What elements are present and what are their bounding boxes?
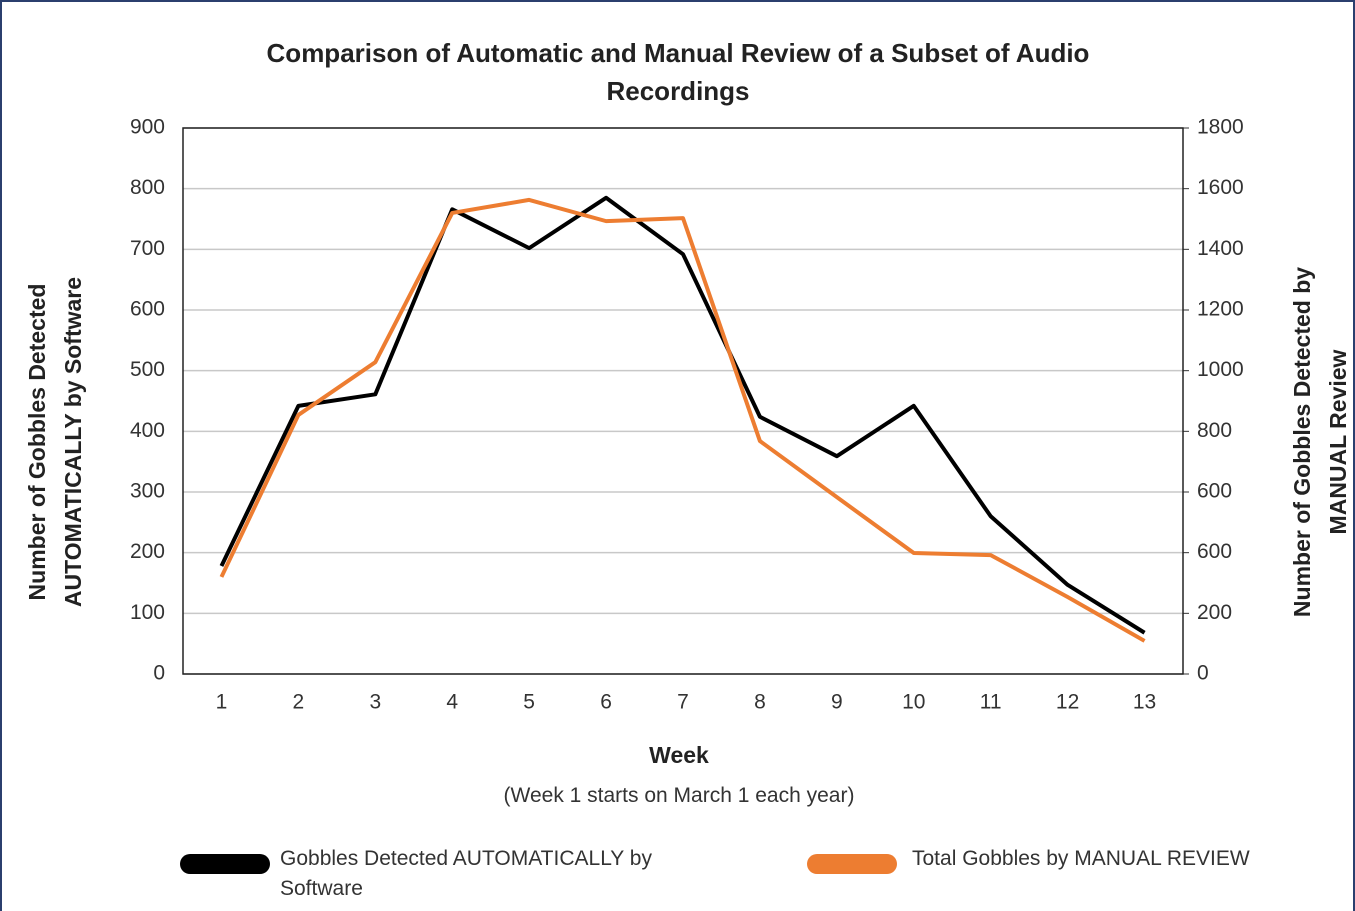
- y2-tick-label: 800: [1197, 419, 1232, 442]
- y2-tick-label: 1200: [1197, 298, 1244, 321]
- x-tick-label: 2: [293, 691, 305, 714]
- x-tick-label: 1: [216, 691, 228, 714]
- y-tick-label: 800: [130, 176, 165, 199]
- y-tick-label: 900: [130, 116, 165, 139]
- x-tick-label: 4: [446, 691, 458, 714]
- y-tick-label: 400: [130, 419, 165, 442]
- x-tick-label: 8: [754, 691, 766, 714]
- x-tick-label: 11: [980, 691, 1002, 714]
- y2-tick-label: 1600: [1197, 176, 1244, 199]
- y-tick-label: 600: [130, 298, 165, 321]
- series-line: [219, 195, 1146, 635]
- y-axis-title: Number of Gobbles Detected AUTOMATICALLY…: [24, 276, 86, 608]
- plot-frame: [182, 127, 1184, 675]
- y2-tick-label: 1400: [1197, 237, 1244, 260]
- legend-swatch: [807, 854, 897, 874]
- chart-title: Comparison of Automatic and Manual Revie…: [266, 38, 1090, 106]
- x-tick-label: 7: [677, 691, 689, 714]
- x-tick-label: 5: [523, 691, 535, 714]
- y-tick-label: 700: [130, 237, 165, 260]
- x-axis-title: Week: [649, 742, 709, 768]
- x-tick-label: 13: [1133, 691, 1156, 714]
- y2-tick-label: 1000: [1197, 358, 1244, 381]
- legend-label: Gobbles Detected AUTOMATICALLY by Softwa…: [280, 847, 652, 900]
- x-axis-note: (Week 1 starts on March 1 each year): [503, 784, 855, 807]
- y2-tick-label: 0: [1197, 662, 1209, 685]
- y2-tick-label: 1800: [1197, 116, 1244, 139]
- y2-axis-title: Number of Gobbles Detected by MANUAL Rev…: [1289, 266, 1351, 618]
- y2-tick-label: 600: [1197, 540, 1232, 563]
- x-tick-label: 6: [600, 691, 612, 714]
- legend-label: Total Gobbles by MANUAL REVIEW: [912, 847, 1250, 870]
- x-tick-label: 12: [1056, 691, 1079, 714]
- y-tick-label: 500: [130, 358, 165, 381]
- y-tick-label: 100: [130, 601, 165, 624]
- x-tick-label: 3: [369, 691, 381, 714]
- x-tick-label: 9: [831, 691, 843, 714]
- y2-tick-label: 600: [1197, 480, 1232, 503]
- y-tick-label: 300: [130, 480, 165, 503]
- legend-swatch: [180, 854, 270, 874]
- y-tick-label: 0: [153, 662, 165, 685]
- y-tick-label: 200: [130, 540, 165, 563]
- x-tick-label: 10: [902, 691, 925, 714]
- y2-tick-label: 200: [1197, 601, 1232, 624]
- series-line: [219, 197, 1146, 643]
